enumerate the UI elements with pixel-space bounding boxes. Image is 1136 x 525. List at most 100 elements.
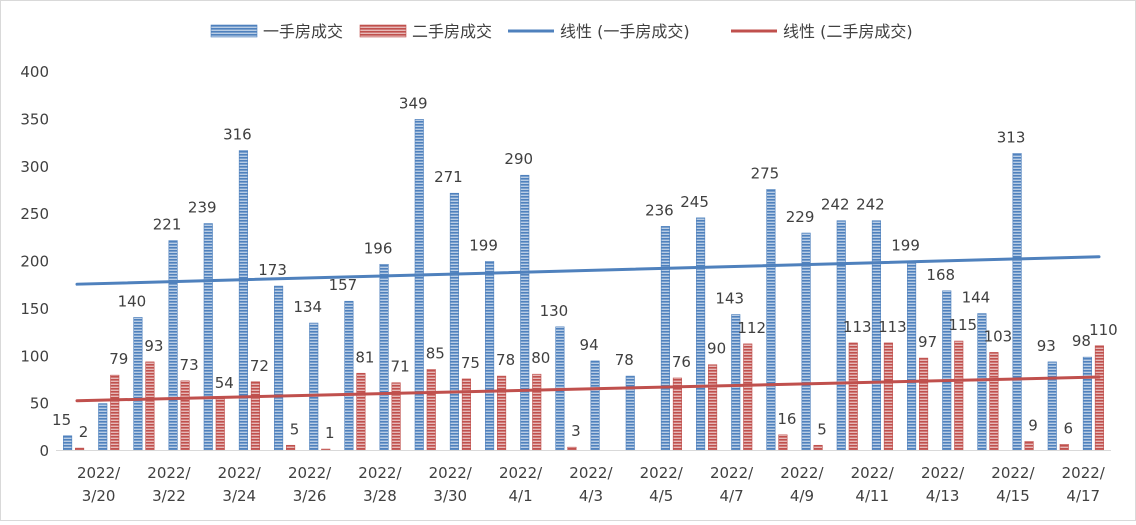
data-label: 157	[329, 276, 358, 294]
bar-new-home-4-16	[1012, 153, 1022, 451]
bar-resale-3-27	[321, 448, 331, 451]
svg-text:2022/: 2022/	[1062, 464, 1106, 482]
x-tick-label: 2022/3/30	[429, 464, 473, 505]
svg-text:2022/: 2022/	[851, 464, 895, 482]
data-label: 80	[531, 349, 550, 367]
bar-new-home-4-9	[766, 189, 776, 451]
legend-label: 线性 (一手房成交)	[560, 22, 690, 41]
data-label: 229	[786, 208, 815, 226]
svg-text:2022/: 2022/	[921, 464, 965, 482]
x-tick-label: 2022/4/15	[991, 464, 1035, 505]
data-label: 93	[1037, 337, 1056, 355]
y-axis: 0 50 100 150 200 250 300 350 400	[20, 63, 49, 460]
bar-resale-4-7	[708, 364, 718, 451]
bar-resale-4-11	[848, 342, 858, 451]
data-label: 242	[821, 196, 850, 214]
data-label: 79	[109, 350, 128, 368]
legend-label: 线性 (二手房成交)	[783, 22, 913, 41]
bar-resale-4-12	[883, 342, 893, 451]
data-label: 140	[118, 292, 147, 310]
bar-new-home-4-14	[942, 290, 952, 451]
data-label: 173	[258, 261, 287, 279]
y-tick-label: 150	[20, 300, 49, 318]
legend-label: 一手房成交	[263, 22, 343, 41]
data-label: 130	[540, 302, 569, 320]
legend-item-4: 线性 (二手房成交)	[731, 22, 913, 41]
data-label: 143	[715, 290, 744, 308]
bar-resale-3-23	[180, 380, 190, 451]
bar-new-home-3-28	[344, 300, 354, 451]
bar-resale-3-30	[426, 369, 436, 451]
x-tick-label: 2022/4/17	[1062, 464, 1106, 505]
data-label: 1	[325, 424, 335, 442]
svg-text:2022/: 2022/	[77, 464, 121, 482]
bar-new-home-4-4	[590, 360, 600, 451]
bar-new-home-3-20	[63, 435, 73, 451]
bar-resale-4-18	[1094, 345, 1104, 451]
bar-new-home-3-31	[449, 192, 459, 451]
legend-item-3: 线性 (一手房成交)	[508, 22, 690, 41]
bar-resale-4-16	[1024, 441, 1034, 451]
bar-resale-3-24	[215, 398, 225, 451]
data-label: 71	[391, 358, 410, 376]
bar-new-home-4-1	[485, 261, 495, 451]
data-label: 6	[1063, 419, 1073, 437]
svg-text:4/17: 4/17	[1066, 487, 1100, 505]
bar-resale-4-17	[1059, 444, 1069, 451]
data-label: 78	[615, 351, 634, 369]
legend-item-1: 一手房成交	[210, 22, 343, 41]
data-label: 3	[571, 422, 581, 440]
bar-resale-3-21	[110, 374, 120, 451]
svg-text:2022/: 2022/	[640, 464, 684, 482]
x-tick-label: 2022/4/13	[921, 464, 965, 505]
bar-new-home-3-30	[414, 119, 424, 451]
x-tick-label: 2022/3/24	[218, 464, 262, 505]
data-label: 115	[948, 316, 977, 334]
data-label: 242	[856, 196, 885, 214]
data-label: 199	[891, 236, 920, 254]
svg-text:3/20: 3/20	[82, 487, 116, 505]
trendline-resale	[75, 375, 1101, 403]
svg-text:3/26: 3/26	[293, 487, 327, 505]
data-label: 271	[434, 168, 463, 186]
data-label: 290	[504, 150, 533, 168]
svg-text:3/30: 3/30	[433, 487, 467, 505]
data-labels: 1514022123931617313415719634927119929013…	[52, 94, 1118, 442]
bar-resale-3-22	[145, 361, 155, 451]
svg-text:4/1: 4/1	[509, 487, 533, 505]
legend-item-2: 二手房成交	[359, 22, 492, 41]
bar-new-home-4-2	[520, 174, 530, 451]
data-label: 221	[153, 216, 182, 234]
data-label: 113	[878, 318, 907, 336]
data-label: 81	[355, 348, 374, 366]
svg-text:2022/: 2022/	[991, 464, 1035, 482]
data-label: 54	[215, 374, 234, 392]
bar-resale-4-13	[919, 357, 929, 451]
svg-text:2022/: 2022/	[147, 464, 191, 482]
data-label: 9	[1028, 416, 1038, 434]
data-label: 113	[843, 318, 872, 336]
svg-text:4/15: 4/15	[996, 487, 1030, 505]
data-label: 313	[997, 128, 1026, 146]
bar-resale-4-8	[743, 343, 753, 451]
bar-new-home-4-18	[1082, 356, 1092, 451]
data-label: 5	[817, 420, 827, 438]
legend: 一手房成交 二手房成交 线性 (一手房成交) 线性 (二手房成交)	[210, 22, 913, 41]
data-label: 73	[180, 356, 199, 374]
svg-text:3/22: 3/22	[152, 487, 186, 505]
svg-text:2022/: 2022/	[218, 464, 262, 482]
data-label: 112	[737, 319, 766, 337]
y-tick-label: 0	[39, 442, 49, 460]
legend-swatch	[210, 24, 258, 38]
data-label: 94	[580, 336, 599, 354]
data-label: 16	[777, 410, 796, 428]
bar-resale-4-3	[567, 446, 577, 451]
legend-swatch	[359, 24, 407, 38]
legend-label: 二手房成交	[412, 22, 492, 41]
bar-resale-3-28	[356, 372, 366, 451]
data-label: 316	[223, 126, 252, 144]
x-tick-label: 2022/3/26	[288, 464, 332, 505]
trendlines	[75, 255, 1101, 403]
svg-text:3/24: 3/24	[222, 487, 256, 505]
